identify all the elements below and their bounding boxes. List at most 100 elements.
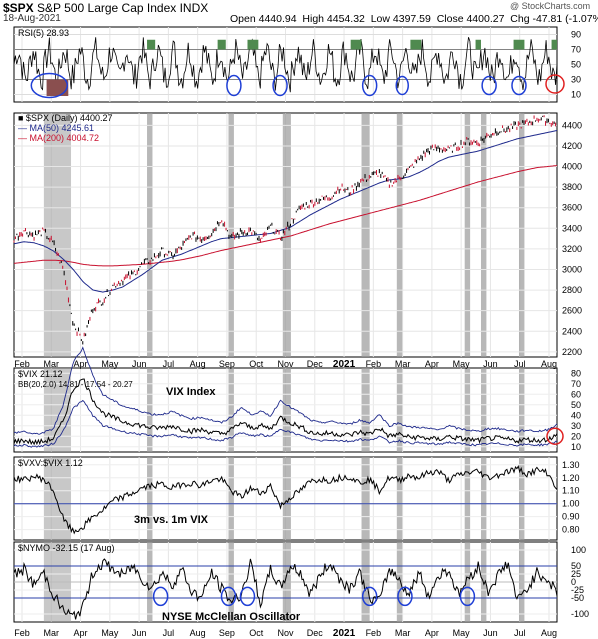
vix-tick-label: 10 xyxy=(571,442,581,452)
bottom-month-label: Apr xyxy=(74,628,88,638)
vxv-annotation: 3m vs. 1m VIX xyxy=(134,514,209,526)
highlight-band xyxy=(282,368,291,452)
highlight-band xyxy=(228,113,234,357)
nymo-oversold-circle xyxy=(397,586,413,607)
nymo-tick-label: 50 xyxy=(571,561,581,571)
bottom-month-label: Apr xyxy=(425,628,439,638)
symbol: $SPX xyxy=(3,1,34,15)
oversold-circle xyxy=(226,74,242,97)
vix-tick-label: 80 xyxy=(571,368,581,378)
panel-4 xyxy=(13,456,558,541)
vxv-panel: 0.80 0.90 1.00 1.10 1.20 1.30 $VXV:$VIX 1.12 3m… xyxy=(13,458,580,535)
month-label: Oct xyxy=(249,359,264,369)
oversold-circle xyxy=(361,74,378,97)
vix-bb-legend: BB(20,2.0) 14.81 - 17.54 - 20.27 xyxy=(18,380,133,389)
month-label: Nov xyxy=(277,359,294,369)
nymo-tick-label: -100 xyxy=(571,609,589,619)
nymo-annotation: NYSE McClellan Oscillator xyxy=(162,611,301,623)
spx-panel: 2200 2400 2600 2800 3000 3200 3400 3600 3800 4000… xyxy=(13,113,582,370)
oversold-circle xyxy=(30,72,69,99)
vix-tick-label: 50 xyxy=(571,400,581,410)
spx-tick-label: 3800 xyxy=(562,182,582,192)
month-label: Aug xyxy=(190,359,206,369)
bottom-month-label: Dec xyxy=(307,628,324,638)
vxv-tick-label: 1.00 xyxy=(562,499,580,509)
vix-tick-label: 60 xyxy=(571,389,581,399)
highlight-band xyxy=(228,368,234,452)
spx-tick-label: 2400 xyxy=(562,326,582,336)
watermark: @ StockCharts.com xyxy=(510,1,591,11)
spx-tick-label: 2200 xyxy=(562,347,582,357)
ma50-line xyxy=(13,130,558,293)
highlight-band xyxy=(480,113,487,357)
spx-tick-label: 2600 xyxy=(562,306,582,316)
rsi-overbought-fill xyxy=(551,39,557,50)
month-label: Jun xyxy=(483,359,498,369)
rsi-overbought-fill xyxy=(247,39,259,50)
vxv-vix-line xyxy=(13,465,558,535)
rsi-overbought-fill xyxy=(410,39,422,50)
highlight-band xyxy=(147,113,153,357)
vix-tick-label: 40 xyxy=(571,410,581,420)
highlight-band xyxy=(396,368,403,452)
rsi-oversold-fill xyxy=(46,79,69,96)
spx-legend-price: ■ $SPX (Daily) 4400.27 xyxy=(18,113,112,123)
bottom-month-label: Feb xyxy=(366,628,382,638)
highlight-band xyxy=(361,368,370,452)
oversold-circle xyxy=(272,74,288,97)
bottom-month-label: Jun xyxy=(132,628,147,638)
spx-tick-label: 4400 xyxy=(562,120,582,130)
rsi-line xyxy=(13,37,558,93)
ohlc-readout: Open 4440.94 High 4454.32 Low 4397.59 Cl… xyxy=(230,13,598,25)
vix-tick-label: 30 xyxy=(571,421,581,431)
highlight-band xyxy=(518,113,525,357)
rsi-panel: 10 30 50 70 90 RSI(5) 28.93 xyxy=(13,28,581,100)
nymo-oversold-circle xyxy=(239,586,256,607)
nymo-line xyxy=(13,558,558,620)
nymo-tick-label: 25 xyxy=(571,569,581,579)
nymo-tick-label: 0 xyxy=(571,577,576,587)
spx-tick-label: 3400 xyxy=(562,223,582,233)
highlight-band xyxy=(464,457,471,540)
rsi-tick-label: 10 xyxy=(571,90,581,100)
highlight-band xyxy=(396,113,403,357)
rsi-overbought-fill xyxy=(217,39,226,50)
vxv-tick-label: 1.20 xyxy=(562,473,580,483)
highlight-band xyxy=(43,113,72,357)
bottom-month-label: Sep xyxy=(219,628,235,638)
spx-tick-label: 3200 xyxy=(562,244,582,254)
nymo-oversold-circle xyxy=(459,586,476,607)
vix-tick-label: 20 xyxy=(571,431,581,441)
highlight-band xyxy=(282,113,291,357)
rsi-title: RSI(5) 28.93 xyxy=(18,28,69,38)
index-name: S&P 500 Large Cap Index xyxy=(37,1,177,15)
month-label: Apr xyxy=(74,359,88,369)
rsi-overbought-fill xyxy=(513,39,525,50)
highlight-band xyxy=(464,368,471,452)
bottom-month-label: Jul xyxy=(514,628,526,638)
bottom-month-label: Mar xyxy=(44,628,60,638)
month-label: Feb xyxy=(14,359,30,369)
rsi-tick-label: 70 xyxy=(571,45,581,55)
month-label: Aug xyxy=(541,359,557,369)
nymo-tick-label: -50 xyxy=(571,593,584,603)
oversold-circle xyxy=(511,75,527,96)
spx-tick-label: 3600 xyxy=(562,203,582,213)
chart-date: 18-Aug-2021 xyxy=(3,13,61,24)
month-label: Mar xyxy=(44,359,60,369)
highlight-band xyxy=(480,368,487,452)
rsi-tick-label: 90 xyxy=(571,30,581,40)
oversold-circle xyxy=(481,75,497,96)
bottom-month-label: 2021 xyxy=(333,628,356,639)
bottom-month-label: Mar xyxy=(395,628,411,638)
highlight-band xyxy=(282,457,291,540)
open-value: Open 4440.94 xyxy=(230,13,297,25)
vix-line xyxy=(13,378,558,446)
vxv-tick-label: 0.90 xyxy=(562,512,580,522)
spx-legend-ma50: — MA(50) 4245.61 xyxy=(18,123,94,133)
nymo-legend: $NYMO -32.15 (17 Aug) xyxy=(18,543,115,553)
